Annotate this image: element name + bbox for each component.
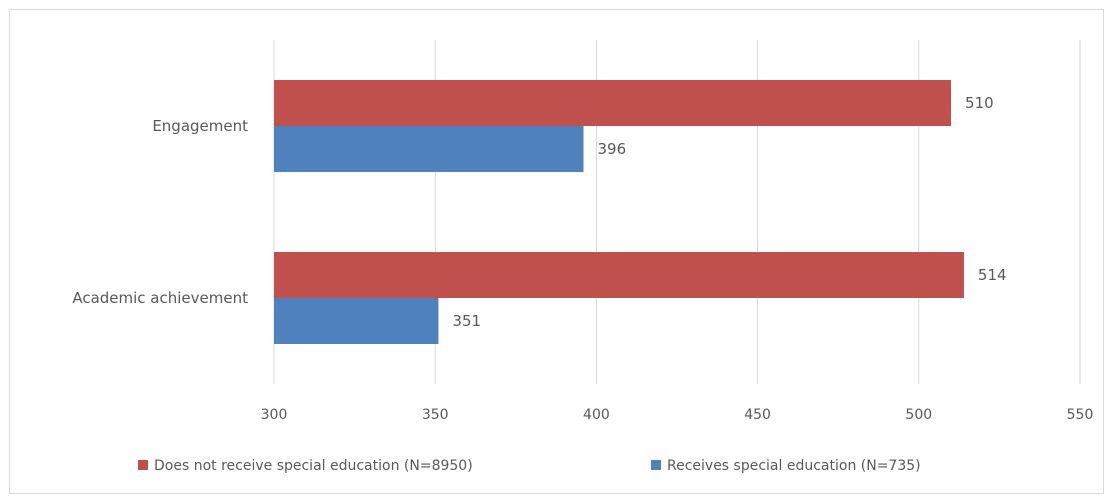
bar-special-education xyxy=(274,126,584,172)
legend-swatch xyxy=(138,460,148,470)
data-label: 510 xyxy=(965,94,994,112)
bar-no-special-education xyxy=(274,252,964,298)
data-labels: 510 396 514 351 xyxy=(452,94,1006,330)
legend-label: Does not receive special education (N=89… xyxy=(154,458,473,474)
bar-special-education xyxy=(274,298,439,344)
data-label: 351 xyxy=(452,312,481,330)
bar-no-special-education xyxy=(274,80,952,126)
category-label: Engagement xyxy=(152,117,248,135)
data-label: 396 xyxy=(598,140,627,158)
x-tick-label: 550 xyxy=(1067,407,1094,423)
x-tick-label: 350 xyxy=(422,407,449,423)
x-tick-label: 500 xyxy=(905,407,932,423)
legend: Does not receive special education (N=89… xyxy=(138,458,921,474)
x-tick-label: 300 xyxy=(261,407,288,423)
legend-label: Receives special education (N=735) xyxy=(667,458,921,474)
legend-swatch xyxy=(651,460,661,470)
category-label: Academic achievement xyxy=(72,289,248,307)
x-tick-label: 450 xyxy=(744,407,771,423)
x-tick-label: 400 xyxy=(583,407,610,423)
bars xyxy=(274,80,964,344)
data-label: 514 xyxy=(978,266,1007,284)
